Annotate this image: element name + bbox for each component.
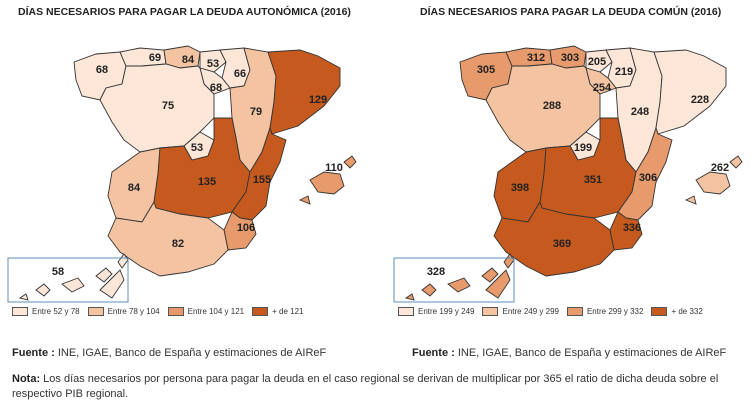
map-deuda-autonomica: 68 69 84 53 66 68 75 79 129 53 84 135 15… [7, 45, 357, 303]
canarias-inset-frame [7, 257, 129, 303]
value-murcia: 106 [237, 222, 255, 234]
legend-item: Entre 78 y 104 [87, 307, 160, 316]
value-murcia: 336 [623, 222, 641, 234]
value-cataluna: 129 [309, 94, 327, 106]
legend-item: Entre 299 y 332 [566, 307, 644, 316]
legend-label: Entre 104 y 121 [187, 307, 245, 316]
source-label: Fuente : [412, 347, 455, 359]
value-navarra: 219 [615, 66, 633, 78]
legend-label: Entre 52 y 78 [32, 307, 80, 316]
legend-swatch [12, 307, 28, 316]
value-andalucia: 82 [172, 238, 184, 250]
value-castilla-la-mancha: 135 [198, 176, 216, 188]
region-cataluna [653, 49, 727, 135]
value-castilla-leon: 75 [162, 100, 174, 112]
source-comun: Fuente : INE, IGAE, Banco de España y es… [412, 347, 726, 359]
legend-item: + de 332 [651, 307, 703, 316]
canarias-inset-frame [393, 257, 515, 303]
value-andalucia: 369 [553, 238, 571, 250]
legend-swatch [167, 307, 184, 316]
map-title-comun: DÍAS NECESARIOS PARA PAGAR LA DEUDA COMÚ… [420, 6, 722, 18]
value-valencia: 155 [253, 174, 271, 186]
value-canarias: 328 [427, 266, 445, 278]
value-castilla-leon: 288 [543, 100, 561, 112]
value-baleares: 262 [711, 162, 729, 174]
value-asturias: 312 [527, 52, 545, 64]
legend-label: + de 121 [272, 307, 304, 316]
legend-swatch [566, 307, 583, 316]
value-castilla-la-mancha: 351 [584, 174, 602, 186]
map-regions [404, 45, 743, 301]
value-cantabria: 84 [182, 54, 195, 66]
value-extremadura: 84 [128, 182, 141, 194]
legend-label: Entre 249 y 299 [502, 307, 559, 316]
legend-item: Entre 199 y 249 [398, 307, 474, 316]
region-baleares [298, 155, 357, 205]
region-pais-vasco [199, 49, 227, 73]
value-valencia: 306 [639, 172, 657, 184]
legend-item: Entre 104 y 121 [167, 307, 245, 316]
region-values: 305 312 303 205 219 254 288 248 228 199 … [427, 52, 729, 278]
value-la-rioja: 68 [210, 82, 222, 94]
legend-label: Entre 199 y 249 [418, 307, 475, 316]
legend-swatch [87, 307, 104, 316]
map-deuda-comun: 305 312 303 205 219 254 288 248 228 199 … [393, 45, 743, 303]
legend-swatch [482, 307, 499, 316]
region-canarias [18, 253, 129, 301]
value-extremadura: 398 [511, 182, 529, 194]
value-aragon: 248 [631, 106, 649, 118]
legend-item: + de 121 [252, 307, 304, 316]
value-galicia: 305 [477, 64, 495, 76]
legend-swatch [398, 307, 414, 316]
map-title-autonomica: DÍAS NECESARIOS PARA PAGAR LA DEUDA AUTO… [18, 6, 351, 18]
source-autonomica: Fuente : INE, IGAE, Banco de España y es… [12, 347, 326, 359]
legend-swatch [651, 307, 668, 316]
region-cataluna [267, 49, 341, 135]
region-values: 68 69 84 53 66 68 75 79 129 53 84 135 15… [52, 52, 343, 278]
source-text: INE, IGAE, Banco de España y estimacione… [457, 347, 727, 359]
region-andalucia [107, 200, 229, 277]
region-baleares [684, 155, 743, 205]
region-canarias [404, 253, 515, 301]
value-pais-vasco: 205 [588, 56, 606, 68]
note-text: Los días necesarios por persona para pag… [12, 373, 719, 400]
value-madrid: 53 [191, 142, 203, 154]
value-canarias: 58 [52, 266, 64, 278]
region-pais-vasco [585, 49, 613, 73]
legend-item: Entre 52 y 78 [12, 307, 80, 316]
legend-label: + de 332 [671, 307, 703, 316]
legend-autonomica: Entre 52 y 78 Entre 78 y 104 Entre 104 y… [12, 307, 312, 316]
value-madrid: 199 [574, 142, 592, 154]
region-andalucia [493, 200, 615, 277]
value-pais-vasco: 53 [207, 58, 219, 70]
legend-item: Entre 249 y 299 [482, 307, 559, 316]
value-galicia: 68 [96, 64, 108, 76]
note-label: Nota: [12, 373, 41, 385]
legend-label: Entre 78 y 104 [107, 307, 160, 316]
value-asturias: 69 [149, 52, 161, 64]
value-baleares: 110 [325, 162, 343, 174]
value-navarra: 66 [234, 68, 246, 80]
source-text: INE, IGAE, Banco de España y estimacione… [57, 347, 327, 359]
legend-label: Entre 299 y 332 [586, 307, 644, 316]
map-regions [18, 45, 357, 301]
value-la-rioja: 254 [593, 82, 612, 94]
value-cataluna: 228 [691, 94, 709, 106]
value-cantabria: 303 [561, 52, 579, 64]
value-aragon: 79 [250, 106, 262, 118]
legend-swatch [252, 307, 269, 316]
legend-comun: Entre 199 y 249 Entre 249 y 299 Entre 29… [398, 307, 711, 316]
source-label: Fuente : [12, 347, 55, 359]
footnote: Nota: Los días necesarios por persona pa… [12, 372, 747, 402]
